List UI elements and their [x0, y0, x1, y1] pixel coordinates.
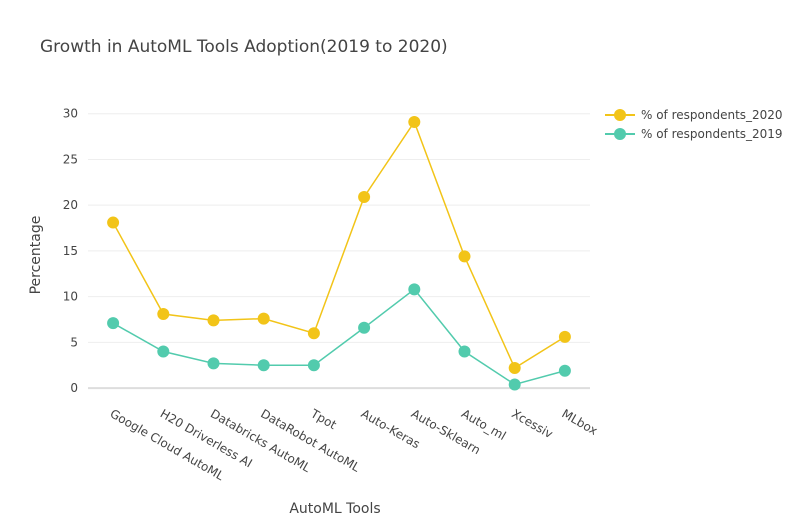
data-point[interactable] — [207, 314, 220, 327]
data-point[interactable] — [207, 357, 220, 370]
x-tick-label: MLbox — [559, 406, 600, 437]
y-axis-title: Percentage — [28, 216, 44, 295]
legend-label: % of respondents_2019 — [641, 127, 783, 141]
y-tick-label: 30 — [63, 107, 78, 121]
data-point[interactable] — [157, 308, 170, 321]
grid — [88, 113, 590, 390]
legend-item[interactable]: % of respondents_2019 — [605, 127, 783, 141]
data-point[interactable] — [307, 327, 320, 340]
x-tick-label: Xcessiv — [509, 406, 555, 441]
y-tick-label: 0 — [70, 381, 78, 395]
x-tick-label: Tpot — [308, 406, 339, 432]
legend-marker — [614, 109, 626, 121]
data-point[interactable] — [408, 115, 421, 128]
legend-marker — [614, 128, 626, 140]
data-point[interactable] — [358, 190, 371, 203]
data-point[interactable] — [257, 312, 270, 325]
legend-item[interactable]: % of respondents_2020 — [605, 108, 783, 122]
series-1 — [107, 283, 571, 391]
data-point[interactable] — [307, 359, 320, 372]
series-0 — [107, 115, 571, 374]
x-axis-title: AutoML Tools — [289, 501, 380, 517]
chart-title: Growth in AutoML Tools Adoption(2019 to … — [40, 37, 448, 57]
data-point[interactable] — [458, 345, 471, 358]
y-tick-label: 15 — [63, 244, 78, 258]
legend[interactable]: % of respondents_2020 % of respondents_20… — [605, 108, 783, 141]
data-point[interactable] — [558, 364, 571, 377]
series — [107, 115, 571, 391]
data-point[interactable] — [408, 283, 421, 296]
data-point[interactable] — [107, 216, 120, 229]
legend-label: % of respondents_2020 — [641, 108, 783, 122]
data-point[interactable] — [508, 378, 521, 391]
data-point[interactable] — [458, 250, 471, 263]
data-point[interactable] — [257, 359, 270, 372]
y-axis-ticks: 0 5 10 15 20 25 30 — [63, 107, 78, 395]
series-line — [112, 120, 566, 370]
series-line — [112, 288, 566, 386]
data-point[interactable] — [558, 330, 571, 343]
data-point[interactable] — [157, 345, 170, 358]
data-point[interactable] — [107, 317, 120, 330]
y-tick-label: 10 — [63, 290, 78, 304]
data-point[interactable] — [358, 321, 371, 334]
y-tick-label: 25 — [63, 152, 78, 166]
data-point[interactable] — [508, 361, 521, 374]
y-tick-label: 20 — [63, 198, 78, 212]
y-tick-label: 5 — [70, 335, 78, 349]
